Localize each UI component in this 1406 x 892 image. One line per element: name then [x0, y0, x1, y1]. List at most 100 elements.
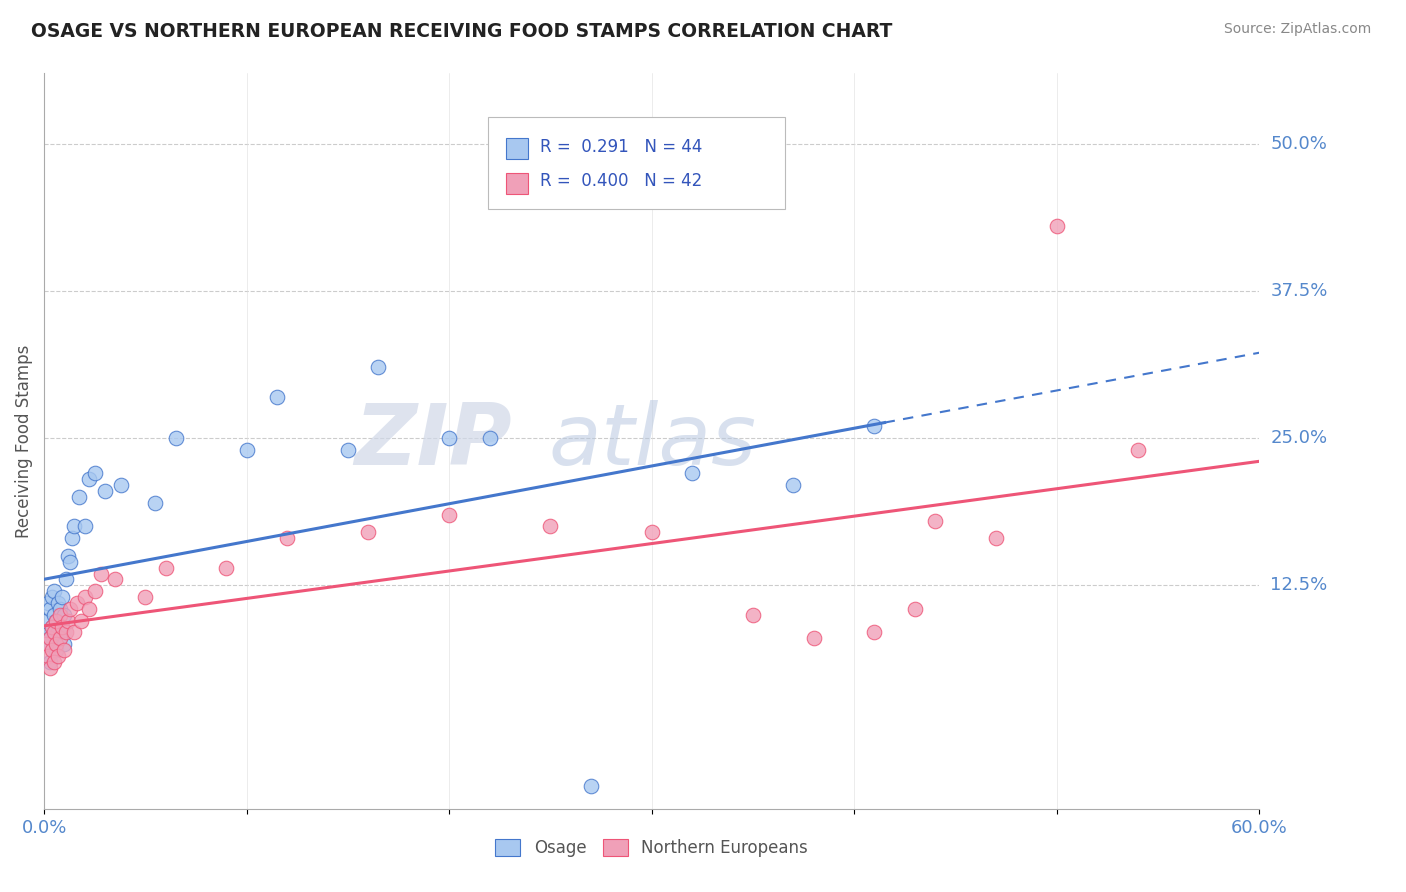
Text: ZIP: ZIP: [354, 400, 512, 483]
Point: [37, 637, 59, 651]
Point: [63, 625, 86, 640]
Text: 37.5%: 37.5%: [1271, 282, 1327, 300]
Point: [39, 632, 62, 646]
Point: [155, 560, 177, 574]
Text: 50.0%: 50.0%: [1271, 135, 1327, 153]
Point: [67, 490, 90, 504]
Point: [782, 478, 804, 492]
Point: [37, 648, 59, 663]
Point: [53, 607, 76, 622]
Point: [863, 419, 886, 434]
Point: [44, 625, 66, 640]
FancyBboxPatch shape: [488, 117, 786, 209]
Point: [863, 625, 886, 640]
Point: [55, 625, 77, 640]
Point: [83, 467, 105, 481]
Point: [437, 431, 460, 445]
Point: [59, 555, 82, 569]
Point: [110, 478, 132, 492]
Point: [53, 643, 76, 657]
Point: [681, 467, 703, 481]
Point: [46, 625, 69, 640]
FancyBboxPatch shape: [506, 138, 527, 159]
Text: OSAGE VS NORTHERN EUROPEAN RECEIVING FOOD STAMPS CORRELATION CHART: OSAGE VS NORTHERN EUROPEAN RECEIVING FOO…: [31, 22, 893, 41]
Point: [51, 619, 73, 633]
Point: [41, 590, 63, 604]
Text: R =  0.400   N = 42: R = 0.400 N = 42: [540, 172, 702, 190]
Point: [49, 607, 72, 622]
Point: [742, 607, 765, 622]
Point: [77, 602, 100, 616]
Point: [35, 625, 58, 640]
Text: 25.0%: 25.0%: [1271, 429, 1327, 447]
Point: [41, 619, 63, 633]
Point: [478, 431, 501, 445]
Point: [145, 496, 167, 510]
Point: [39, 632, 62, 646]
Y-axis label: Receiving Food Stamps: Receiving Food Stamps: [15, 344, 32, 538]
Point: [44, 655, 66, 669]
Point: [538, 519, 561, 533]
Point: [984, 531, 1007, 545]
Point: [51, 590, 73, 604]
Text: R =  0.291   N = 44: R = 0.291 N = 44: [540, 137, 702, 156]
Text: 12.5%: 12.5%: [1271, 576, 1327, 594]
Point: [45, 614, 67, 628]
Point: [46, 648, 69, 663]
Point: [44, 607, 66, 622]
Point: [803, 632, 825, 646]
Point: [58, 549, 80, 563]
Point: [90, 566, 112, 581]
Point: [49, 632, 72, 646]
Point: [46, 596, 69, 610]
Point: [51, 619, 73, 633]
Point: [58, 614, 80, 628]
Point: [1046, 219, 1069, 233]
Point: [35, 614, 58, 628]
Point: [45, 643, 67, 657]
Point: [640, 525, 662, 540]
Point: [579, 779, 602, 793]
Point: [266, 390, 288, 404]
Point: [69, 614, 91, 628]
Point: [41, 619, 63, 633]
Point: [357, 525, 380, 540]
Text: atlas: atlas: [548, 400, 756, 483]
Point: [215, 560, 238, 574]
Point: [73, 519, 96, 533]
Point: [437, 508, 460, 522]
Point: [63, 519, 86, 533]
Point: [59, 602, 82, 616]
Point: [904, 602, 927, 616]
Point: [35, 637, 58, 651]
Point: [104, 573, 127, 587]
Text: Source: ZipAtlas.com: Source: ZipAtlas.com: [1223, 22, 1371, 37]
Point: [49, 632, 72, 646]
Point: [77, 472, 100, 486]
Point: [924, 514, 946, 528]
Point: [55, 573, 77, 587]
Point: [65, 596, 87, 610]
Point: [44, 584, 66, 599]
Point: [45, 637, 67, 651]
Legend: Osage, Northern Europeans: Osage, Northern Europeans: [489, 832, 814, 863]
Point: [1126, 442, 1149, 457]
FancyBboxPatch shape: [506, 173, 527, 194]
Point: [73, 590, 96, 604]
Point: [94, 484, 117, 499]
Point: [336, 442, 359, 457]
Point: [165, 431, 187, 445]
Point: [39, 602, 62, 616]
Point: [39, 661, 62, 675]
Point: [41, 643, 63, 657]
Point: [83, 584, 105, 599]
Point: [367, 360, 389, 375]
Point: [37, 596, 59, 610]
Point: [53, 637, 76, 651]
Point: [235, 442, 257, 457]
Point: [62, 531, 84, 545]
Point: [276, 531, 298, 545]
Point: [134, 590, 156, 604]
Point: [39, 655, 62, 669]
Point: [45, 614, 67, 628]
